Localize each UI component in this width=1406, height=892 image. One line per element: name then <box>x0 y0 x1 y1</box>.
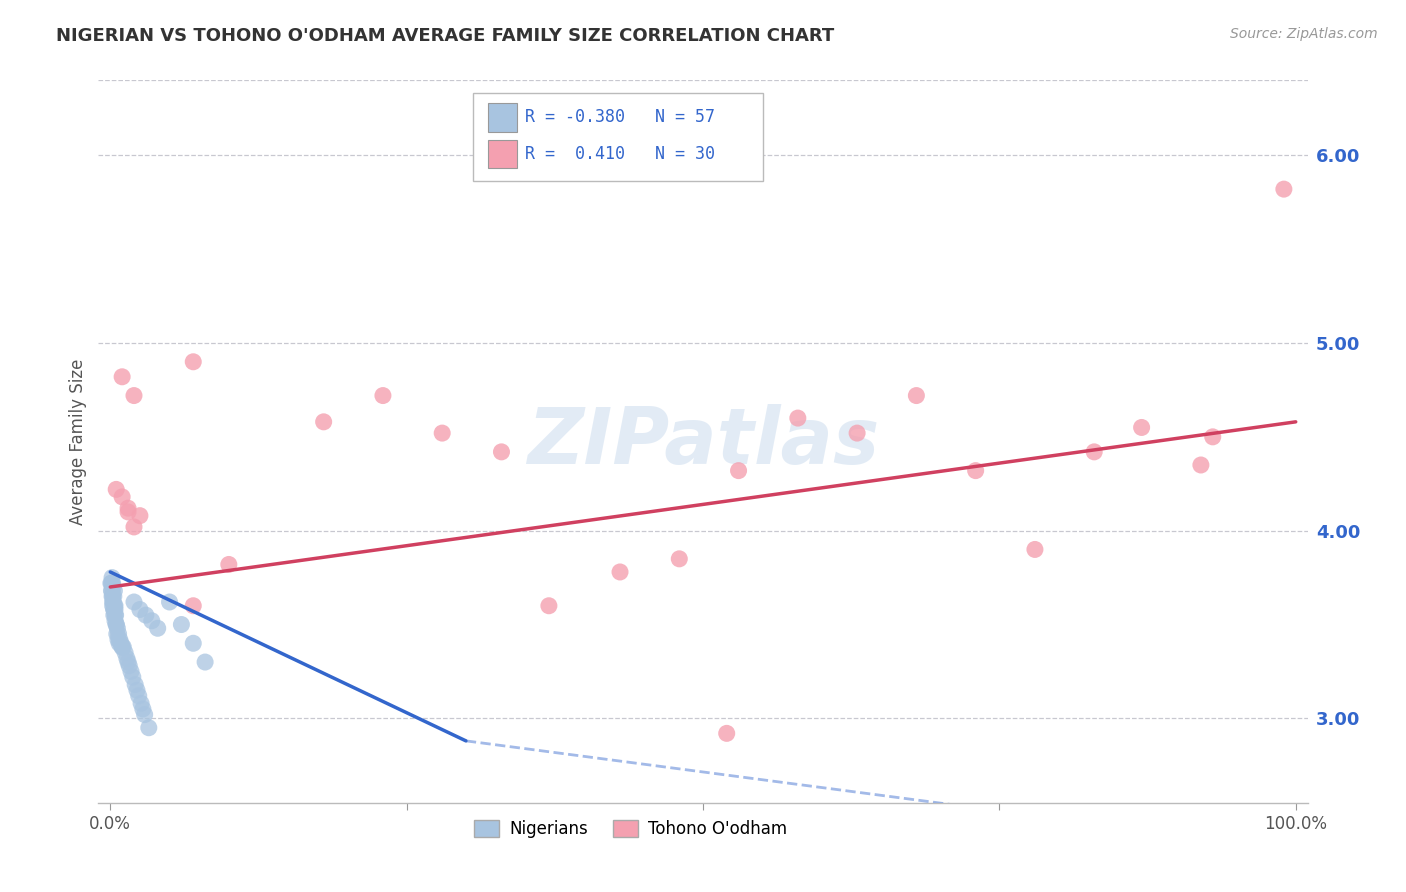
Point <box>103 590 125 604</box>
Point <box>117 501 139 516</box>
FancyBboxPatch shape <box>488 103 517 132</box>
Point <box>128 689 150 703</box>
Point <box>105 621 128 635</box>
Point <box>537 599 560 613</box>
Point <box>103 599 125 613</box>
Point <box>786 411 808 425</box>
Text: NIGERIAN VS TOHONO O'ODHAM AVERAGE FAMILY SIZE CORRELATION CHART: NIGERIAN VS TOHONO O'ODHAM AVERAGE FAMIL… <box>56 27 835 45</box>
Point <box>371 388 394 402</box>
Point <box>181 599 204 613</box>
Point <box>1083 445 1105 459</box>
Point <box>1024 542 1046 557</box>
Point <box>104 608 127 623</box>
Point <box>1202 430 1225 444</box>
Point <box>141 614 163 628</box>
Point <box>170 617 193 632</box>
Point <box>121 670 143 684</box>
Point <box>122 595 145 609</box>
Point <box>609 565 631 579</box>
Point <box>101 571 124 585</box>
Point <box>122 388 145 402</box>
Point <box>125 683 148 698</box>
Point <box>108 636 131 650</box>
Point <box>122 520 145 534</box>
Point <box>181 355 204 369</box>
Text: R = -0.380   N = 57: R = -0.380 N = 57 <box>526 108 716 126</box>
Point <box>716 726 738 740</box>
Point <box>1189 458 1212 472</box>
Text: Source: ZipAtlas.com: Source: ZipAtlas.com <box>1230 27 1378 41</box>
FancyBboxPatch shape <box>474 94 763 181</box>
Point <box>103 608 125 623</box>
Text: R =  0.410   N = 30: R = 0.410 N = 30 <box>526 145 716 163</box>
Point <box>108 632 131 647</box>
Point <box>104 602 127 616</box>
Point <box>101 590 124 604</box>
Point <box>129 696 152 710</box>
Point <box>101 590 124 604</box>
Point <box>312 415 335 429</box>
Point <box>100 583 122 598</box>
Point <box>129 602 152 616</box>
Point <box>111 490 134 504</box>
Point <box>104 599 127 613</box>
Point <box>101 599 124 613</box>
Point <box>146 621 169 635</box>
Point <box>105 617 128 632</box>
Point <box>100 576 122 591</box>
Point <box>107 632 129 647</box>
Point <box>105 483 128 497</box>
Point <box>668 551 690 566</box>
Point <box>107 627 129 641</box>
Point <box>124 677 146 691</box>
Point <box>114 646 136 660</box>
Point <box>105 627 128 641</box>
Text: ZIPatlas: ZIPatlas <box>527 403 879 480</box>
Point <box>101 595 124 609</box>
Point <box>111 640 134 654</box>
Point <box>101 576 124 591</box>
Point <box>111 640 134 654</box>
Point <box>120 665 142 679</box>
Point <box>181 636 204 650</box>
Point <box>103 602 125 616</box>
Point <box>101 583 124 598</box>
Point <box>129 508 152 523</box>
Point <box>134 707 156 722</box>
Y-axis label: Average Family Size: Average Family Size <box>69 359 87 524</box>
Point <box>138 721 160 735</box>
Point <box>118 658 141 673</box>
Point <box>1130 420 1153 434</box>
Point <box>105 617 128 632</box>
Point <box>111 369 134 384</box>
Point <box>103 595 125 609</box>
FancyBboxPatch shape <box>488 139 517 169</box>
Point <box>965 464 987 478</box>
Point <box>103 580 125 594</box>
Point <box>110 636 132 650</box>
Legend: Nigerians, Tohono O'odham: Nigerians, Tohono O'odham <box>467 814 793 845</box>
Point <box>905 388 928 402</box>
Point <box>132 702 155 716</box>
Point <box>112 640 135 654</box>
Point <box>100 576 122 591</box>
Point <box>727 464 749 478</box>
Point <box>104 608 127 623</box>
Point <box>103 583 125 598</box>
Point <box>1272 182 1295 196</box>
Point <box>194 655 217 669</box>
Point <box>432 426 454 441</box>
Point <box>218 558 240 572</box>
Point <box>104 614 127 628</box>
Point <box>135 608 157 623</box>
Point <box>117 505 139 519</box>
Point <box>159 595 181 609</box>
Point <box>115 651 138 665</box>
Point <box>103 602 125 616</box>
Point <box>117 655 139 669</box>
Point <box>491 445 513 459</box>
Point <box>846 426 869 441</box>
